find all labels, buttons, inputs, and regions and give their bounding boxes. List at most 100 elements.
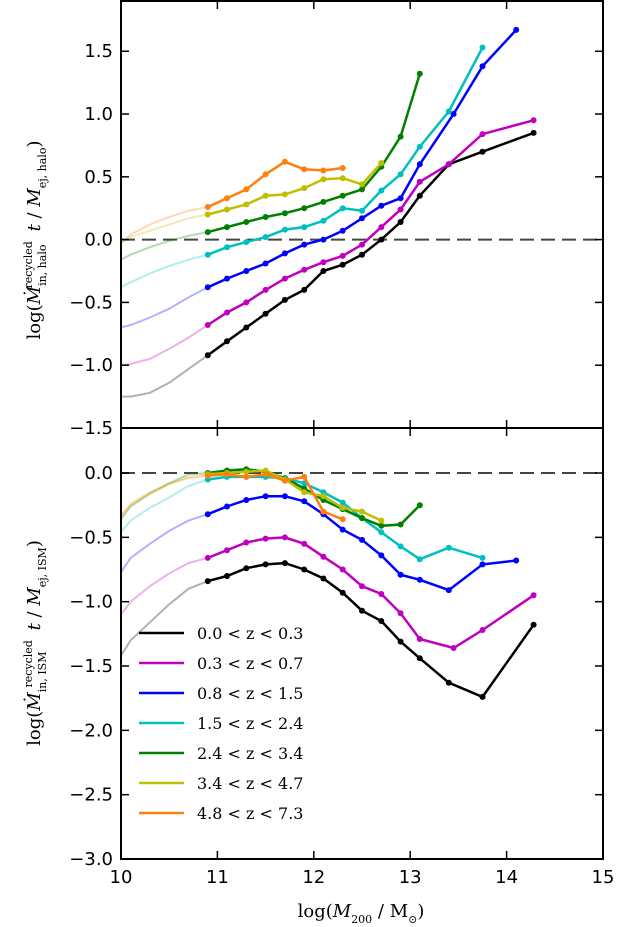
bottom-data-point-5-8 [359, 508, 365, 515]
top-data-point-0-2 [243, 324, 250, 331]
top-series-faint-line-3 [120, 253, 209, 289]
bottom-data-point-2-7 [339, 526, 346, 533]
top-data-point-6-2 [243, 186, 250, 193]
bottom-series-line-6 [207, 473, 344, 521]
top-data-point-0-8 [359, 251, 365, 258]
top-data-point-4-7 [339, 192, 346, 199]
legend-entry-5: 3.4 < z < 4.7 [197, 774, 303, 793]
bottom-series-faint-line-1 [120, 556, 209, 616]
top-data-point-6-0 [204, 204, 211, 210]
bottom-data-point-0-3 [262, 561, 269, 568]
top-data-point-5-4 [281, 191, 288, 198]
bottom-series-faint-line-6 [120, 474, 208, 517]
bottom-series-faint-line-5 [120, 473, 208, 518]
bottom-data-point-2-8 [359, 536, 365, 543]
bottom-y-tick-label: −1.5 [69, 656, 113, 677]
top-data-point-3-3 [262, 234, 269, 241]
bottom-data-point-6-3 [262, 471, 269, 478]
top-data-point-5-1 [224, 206, 230, 213]
top-series-line-4 [207, 73, 421, 234]
bottom-data-point-0-14 [530, 621, 537, 628]
top-y-tick-label: 0.5 [84, 167, 113, 188]
bottom-data-point-3-7 [339, 499, 346, 506]
top-data-point-0-10 [397, 219, 404, 225]
bottom-y-tick-label: 0.0 [84, 463, 113, 484]
bottom-data-point-0-6 [320, 575, 327, 582]
top-data-point-2-7 [339, 227, 346, 234]
top-y-tick-label: 1.0 [84, 104, 113, 125]
legend-entry-3: 1.5 < z < 2.4 [197, 714, 303, 733]
top-data-point-2-10 [397, 195, 404, 202]
bottom-data-point-0-8 [359, 607, 365, 614]
bottom-data-point-6-4 [281, 477, 288, 484]
top-data-point-3-12 [445, 108, 452, 115]
bottom-plot-frame [120, 427, 604, 860]
top-data-point-4-11 [416, 70, 423, 77]
top-data-point-5-3 [262, 192, 269, 199]
top-data-point-6-3 [262, 171, 269, 178]
bottom-data-point-2-9 [378, 552, 385, 559]
bottom-series-faint-line-4 [120, 472, 208, 520]
bottom-data-point-2-4 [281, 493, 288, 500]
top-data-point-5-7 [339, 175, 346, 182]
bottom-y-tick-label: −2.5 [69, 785, 113, 806]
top-data-point-2-2 [243, 268, 250, 274]
top-series-line-5 [207, 162, 383, 216]
top-data-point-6-1 [224, 195, 230, 202]
top-data-point-3-10 [397, 171, 404, 178]
top-data-point-2-1 [224, 275, 230, 282]
top-data-point-0-4 [281, 296, 288, 303]
top-data-point-3-13 [479, 44, 486, 51]
bottom-data-point-0-10 [397, 638, 404, 645]
top-series-faint-line-0 [121, 354, 209, 398]
bottom-data-point-1-11 [416, 636, 423, 642]
top-data-point-3-8 [359, 207, 365, 214]
bottom-data-point-0-4 [281, 560, 288, 567]
top-data-point-2-9 [378, 202, 385, 209]
bottom-data-point-2-14 [513, 557, 520, 564]
bottom-data-point-2-11 [416, 576, 423, 583]
top-data-point-4-6 [320, 198, 327, 205]
top-data-point-2-5 [301, 241, 308, 248]
x-axis-title: log(M200 / M⊙) [298, 901, 425, 926]
top-data-point-1-14 [530, 117, 537, 124]
bottom-data-point-0-0 [204, 578, 211, 585]
top-data-point-1-10 [397, 206, 404, 213]
top-data-point-1-5 [301, 266, 308, 273]
top-data-point-2-13 [479, 63, 486, 70]
top-data-point-0-1 [224, 338, 230, 345]
bottom-series-faint-line-2 [120, 513, 209, 573]
bottom-data-point-1-8 [359, 583, 365, 590]
bottom-data-point-6-5 [301, 473, 308, 480]
top-data-point-3-5 [301, 224, 308, 231]
top-data-point-2-14 [513, 26, 520, 33]
bottom-data-point-2-10 [397, 571, 404, 578]
legend-entry-6: 4.8 < z < 7.3 [197, 804, 303, 823]
bottom-data-point-5-5 [301, 489, 308, 496]
bottom-data-point-1-14 [530, 592, 537, 599]
bottom-data-point-0-13 [479, 693, 486, 700]
top-series-faint-line-5 [120, 213, 208, 243]
x-tick-label: 15 [592, 867, 615, 888]
top-y-tick-label: −1.0 [69, 355, 113, 376]
top-series-line-3 [207, 46, 484, 256]
top-data-point-1-1 [224, 309, 230, 316]
top-y-tick-label: 0.0 [84, 230, 113, 251]
bottom-data-point-3-12 [445, 544, 452, 551]
legend-entry-4: 2.4 < z < 3.4 [197, 744, 303, 763]
bottom-data-point-1-4 [281, 534, 288, 541]
bottom-data-point-2-2 [243, 497, 250, 503]
top-data-point-3-0 [204, 251, 211, 258]
top-data-point-0-3 [262, 310, 269, 317]
top-data-point-2-12 [450, 111, 457, 117]
x-tick-label: 10 [110, 867, 133, 888]
top-data-point-3-2 [243, 239, 250, 246]
top-series-faint-line-2 [120, 286, 209, 329]
top-y-tick-label: 1.5 [84, 41, 113, 62]
top-series-line-0 [207, 131, 535, 357]
top-data-point-0-13 [479, 148, 486, 155]
bottom-data-point-5-7 [339, 504, 346, 511]
bottom-data-point-2-13 [479, 561, 486, 568]
bottom-data-point-5-2 [243, 468, 250, 475]
bottom-data-point-3-10 [397, 543, 404, 550]
